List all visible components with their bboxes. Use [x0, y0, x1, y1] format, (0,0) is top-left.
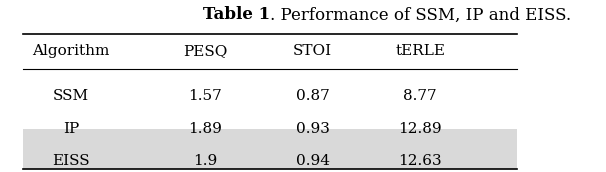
Text: 1.57: 1.57 [188, 89, 222, 103]
Text: 1.89: 1.89 [188, 122, 222, 136]
Bar [23, 129, 517, 169]
Text: . Performance of SSM, IP and EISS.: . Performance of SSM, IP and EISS. [270, 7, 571, 23]
Text: 0.94: 0.94 [296, 154, 330, 168]
Text: 1.9: 1.9 [193, 154, 218, 168]
Text: SSM: SSM [53, 89, 89, 103]
Text: Algorithm: Algorithm [33, 44, 110, 58]
Text: EISS: EISS [52, 154, 90, 168]
Text: 8.77: 8.77 [404, 89, 437, 103]
Text: IP: IP [63, 122, 79, 136]
Text: 12.89: 12.89 [398, 122, 442, 136]
Text: 0.87: 0.87 [296, 89, 330, 103]
Text: PESQ: PESQ [183, 44, 228, 58]
Text: tERLE: tERLE [395, 44, 445, 58]
Text: 0.93: 0.93 [296, 122, 330, 136]
Text: 12.63: 12.63 [398, 154, 442, 168]
Text: Table 1: Table 1 [203, 7, 270, 23]
Text: STOI: STOI [293, 44, 332, 58]
